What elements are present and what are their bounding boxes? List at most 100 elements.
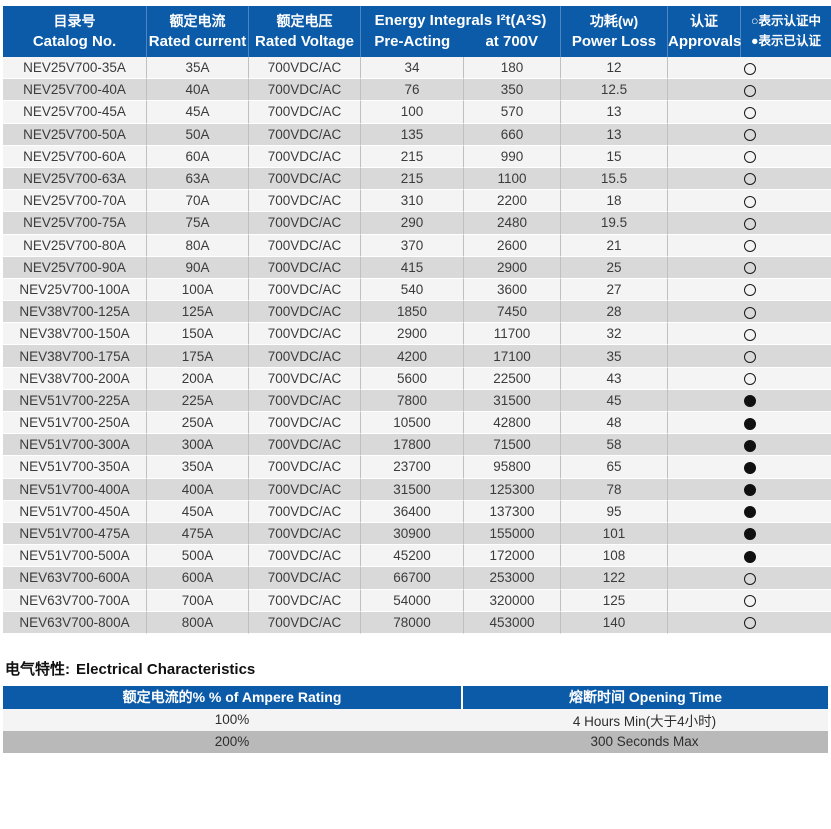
- table-row: NEV25V700-60A 60A 700VDC/AC 215 990 15: [3, 145, 831, 168]
- approval-cell: [667, 589, 831, 612]
- certifying-icon: [743, 240, 756, 253]
- table-row: NEV25V700-50A 50A 700VDC/AC 135 660 13: [3, 123, 831, 146]
- table-row: 200% 300 Seconds Max: [3, 730, 828, 753]
- pre-acting-cell: 23700: [360, 456, 463, 479]
- approval-cell: [667, 611, 831, 634]
- power-loss-cell: 65: [560, 456, 667, 479]
- table-row: NEV25V700-63A 63A 700VDC/AC 215 1100 15.5: [3, 167, 831, 191]
- pre-acting-cell: 34: [360, 57, 463, 80]
- approval-cell: [667, 545, 831, 568]
- opening-time-cell: 4 Hours Min(大于4小时): [461, 708, 828, 731]
- power-loss-cell: 45: [560, 389, 667, 412]
- certified-icon: [743, 439, 756, 452]
- table-row: NEV51V700-300A 300A 700VDC/AC 17800 71500 58: [3, 434, 831, 457]
- legend-certifying: ○表示认证中: [750, 14, 822, 28]
- certified-icon: [743, 484, 756, 497]
- pre-acting-cell: 370: [360, 234, 463, 257]
- power-loss-cell: 12: [560, 57, 667, 80]
- table-row: NEV25V700-70A 70A 700VDC/AC 310 2200 18: [3, 190, 831, 213]
- pre-acting-cell: 45200: [360, 545, 463, 568]
- electrical-characteristics-section: 电气特性: Electrical Characteristics 额定电流的% %…: [3, 658, 828, 753]
- spec-table: 目录号 Catalog No. 额定电流 Rated current 额定电压 …: [3, 6, 831, 634]
- catalog-cell: NEV63V700-600A: [3, 567, 146, 590]
- at-700v-cell: 172000: [463, 545, 560, 568]
- approval-cell: [667, 434, 831, 457]
- opening-time-header-row: 额定电流的% % of Ampere Rating 熔断时间 Opening T…: [3, 685, 828, 709]
- col-header-power-loss-en: Power Loss: [571, 32, 657, 50]
- rated-voltage-cell: 700VDC/AC: [248, 389, 360, 412]
- pre-acting-cell: 415: [360, 256, 463, 279]
- pre-acting-cell: 78000: [360, 611, 463, 634]
- certified-icon: [743, 550, 756, 563]
- power-loss-cell: 13: [560, 123, 667, 146]
- pre-acting-cell: 100: [360, 101, 463, 124]
- pre-acting-cell: 290: [360, 212, 463, 235]
- rated-voltage-cell: 700VDC/AC: [248, 212, 360, 235]
- approval-cell: [667, 522, 831, 546]
- col-header-rated-voltage-en: Rated Voltage: [255, 32, 354, 50]
- spec-table-body: NEV25V700-35A 35A 700VDC/AC 34 180 12 NEV25V70…: [3, 57, 831, 634]
- pre-acting-cell: 2900: [360, 323, 463, 346]
- pre-acting-cell: 17800: [360, 434, 463, 457]
- rated-current-cell: 175A: [146, 345, 248, 368]
- rated-current-cell: 600A: [146, 567, 248, 590]
- table-row: NEV63V700-700A 700A 700VDC/AC 54000 320000 12…: [3, 589, 831, 612]
- at-700v-cell: 71500: [463, 434, 560, 457]
- table-row: NEV51V700-450A 450A 700VDC/AC 36400 137300 95: [3, 500, 831, 523]
- approval-cell: [667, 478, 831, 501]
- certifying-icon: [743, 151, 756, 164]
- at-700v-cell: 7450: [463, 301, 560, 324]
- section-heading-en: Electrical Characteristics: [76, 660, 256, 678]
- rated-voltage-cell: 700VDC/AC: [248, 101, 360, 124]
- rated-current-cell: 450A: [146, 500, 248, 523]
- at-700v-cell: 11700: [463, 323, 560, 346]
- at-700v-cell: 350: [463, 79, 560, 102]
- pre-acting-cell: 5600: [360, 367, 463, 390]
- at-700v-cell: 1100: [463, 167, 560, 191]
- catalog-cell: NEV25V700-35A: [3, 57, 146, 80]
- catalog-cell: NEV63V700-800A: [3, 611, 146, 634]
- approval-cell: [667, 256, 831, 279]
- col-header-approvals: 认证 Approvals: [667, 6, 741, 57]
- at-700v-cell: 570: [463, 101, 560, 124]
- rated-voltage-cell: 700VDC/AC: [248, 412, 360, 435]
- certifying-icon: [743, 173, 756, 186]
- rated-current-cell: 70A: [146, 190, 248, 213]
- certifying-icon: [743, 284, 756, 297]
- catalog-cell: NEV25V700-63A: [3, 167, 146, 191]
- at-700v-cell: 180: [463, 57, 560, 80]
- table-row: NEV25V700-35A 35A 700VDC/AC 34 180 12: [3, 57, 831, 80]
- approval-cell: [667, 389, 831, 412]
- approval-cell: [667, 345, 831, 368]
- power-loss-cell: 21: [560, 234, 667, 257]
- catalog-cell: NEV51V700-475A: [3, 522, 146, 546]
- certifying-icon: [743, 617, 756, 630]
- col-header-rated-voltage-zh: 额定电压: [276, 12, 333, 29]
- rated-current-cell: 60A: [146, 145, 248, 168]
- power-loss-cell: 15.5: [560, 167, 667, 191]
- col-header-opening-time: 熔断时间 Opening Time: [461, 685, 828, 709]
- power-loss-cell: 101: [560, 522, 667, 546]
- rated-voltage-cell: 700VDC/AC: [248, 434, 360, 457]
- catalog-cell: NEV51V700-400A: [3, 478, 146, 501]
- table-row: NEV25V700-90A 90A 700VDC/AC 415 2900 25: [3, 256, 831, 279]
- certifying-icon: [743, 129, 756, 142]
- at-700v-cell: 125300: [463, 478, 560, 501]
- rated-voltage-cell: 700VDC/AC: [248, 190, 360, 213]
- pre-acting-cell: 310: [360, 190, 463, 213]
- table-row: NEV51V700-475A 475A 700VDC/AC 30900 155000 10…: [3, 522, 831, 546]
- catalog-cell: NEV38V700-150A: [3, 323, 146, 346]
- pre-acting-cell: 76: [360, 79, 463, 102]
- col-header-rated-current: 额定电流 Rated current: [146, 6, 248, 57]
- rated-current-cell: 475A: [146, 522, 248, 546]
- certifying-icon: [743, 106, 756, 119]
- certified-icon: [743, 506, 756, 519]
- power-loss-cell: 12.5: [560, 79, 667, 102]
- pre-acting-cell: 54000: [360, 589, 463, 612]
- power-loss-cell: 122: [560, 567, 667, 590]
- certifying-icon: [743, 373, 756, 386]
- catalog-cell: NEV51V700-500A: [3, 545, 146, 568]
- col-header-power-loss: 功耗(w) Power Loss: [560, 6, 667, 57]
- rated-current-cell: 75A: [146, 212, 248, 235]
- rated-voltage-cell: 700VDC/AC: [248, 345, 360, 368]
